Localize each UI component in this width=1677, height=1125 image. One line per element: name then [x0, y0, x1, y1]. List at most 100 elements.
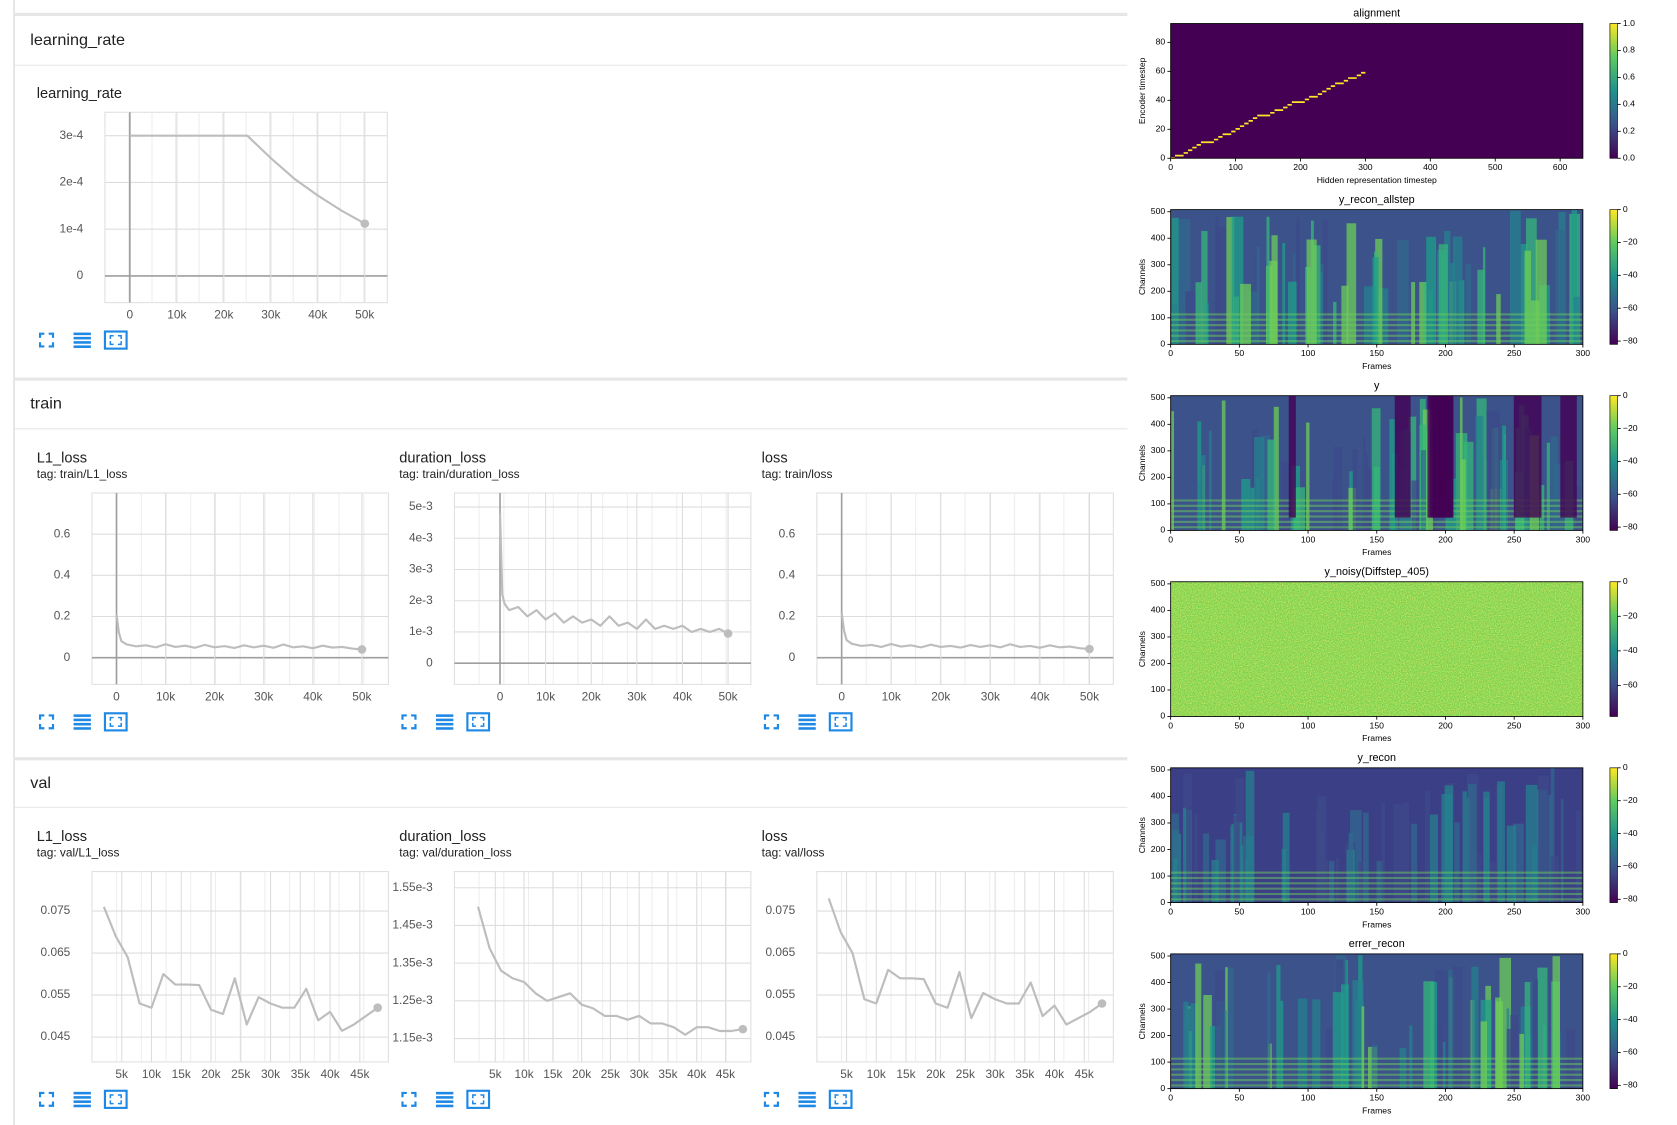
- harmonic-band: [1170, 1079, 1583, 1082]
- fit-icon-inner: [834, 1094, 847, 1105]
- data-icon-bar: [73, 718, 91, 722]
- chart-action[interactable]: [763, 714, 779, 730]
- spectral-band: [1233, 815, 1240, 903]
- spectral-band: [1268, 260, 1278, 345]
- chart-action[interactable]: [38, 1091, 55, 1107]
- spectral-band: [1348, 487, 1357, 531]
- chart-action[interactable]: [466, 712, 491, 732]
- chart-action[interactable]: [103, 330, 128, 350]
- spectral-band: [1575, 486, 1581, 531]
- chart-action[interactable]: [466, 1089, 491, 1109]
- series-line: [498, 513, 729, 635]
- spectral-band: [1215, 226, 1226, 345]
- y-tick-label: 0.4: [54, 567, 71, 581]
- spectral-band: [1179, 219, 1191, 345]
- x-tick-label: 10k: [882, 689, 901, 703]
- x-tick-label: 200: [1438, 720, 1453, 730]
- fullscreen-icon: [763, 714, 779, 730]
- spectral-band: [1375, 238, 1383, 345]
- spectral-band: [1411, 282, 1416, 345]
- chart-action[interactable]: [798, 1091, 816, 1108]
- spectral-band: [1241, 478, 1251, 531]
- y-tick-label: 0.4: [779, 567, 796, 581]
- spectral-band: [1506, 825, 1517, 903]
- chart-title: L1_loss: [37, 451, 87, 467]
- image-frame: [1170, 23, 1584, 159]
- chart-action[interactable]: [73, 1091, 91, 1108]
- chart-action[interactable]: [38, 714, 55, 730]
- x-tick-label: 20k: [205, 689, 224, 703]
- silence-band: [1394, 395, 1411, 518]
- spectral-band: [1445, 971, 1449, 1089]
- chart-action[interactable]: [798, 714, 816, 730]
- spectral-band: [1483, 791, 1490, 903]
- colorbar-tick-label: 0: [1623, 390, 1628, 400]
- fullscreen-icon: [763, 1091, 779, 1107]
- chart-action[interactable]: [103, 1089, 128, 1109]
- spectral-band: [1250, 487, 1255, 531]
- spectral-band: [1173, 858, 1178, 903]
- x-axis-label: Frames: [1362, 733, 1391, 743]
- separator: [14, 757, 1128, 761]
- left-panel: [0, 0, 1127, 1125]
- chart-action[interactable]: [38, 332, 55, 348]
- x-axis-label: Frames: [1362, 547, 1391, 557]
- fit-icon-inner: [472, 716, 485, 727]
- spectral-band: [1460, 459, 1466, 531]
- fit-icon-frame: [466, 1089, 491, 1109]
- data-icon-bar: [798, 1104, 816, 1108]
- y-tick-label: 1.45e-3: [392, 918, 433, 932]
- spectral-band: [1365, 454, 1369, 531]
- x-tick-label: 0: [497, 689, 504, 703]
- harmonic-band: [1170, 1057, 1583, 1060]
- spectral-band: [1465, 264, 1472, 345]
- chart-action[interactable]: [401, 1091, 417, 1107]
- y-tick-label: 20: [1156, 124, 1166, 134]
- y-axis-label: Channels: [1137, 445, 1147, 481]
- spectral-band: [1420, 450, 1426, 531]
- chart-action[interactable]: [73, 332, 91, 348]
- chart-action[interactable]: [401, 714, 417, 730]
- chart-action[interactable]: [763, 1091, 779, 1107]
- colorbar-tick-label: −60: [1623, 302, 1638, 312]
- spectral-band: [1408, 416, 1417, 531]
- harmonic-band: [1170, 898, 1583, 901]
- chart-action[interactable]: [828, 1089, 853, 1109]
- x-tick-label: 150: [1370, 720, 1385, 730]
- chart-action[interactable]: [436, 714, 454, 730]
- x-tick-label: 0: [1168, 348, 1173, 358]
- y-tick-label: 200: [1151, 844, 1166, 854]
- x-tick-label: 300: [1576, 720, 1591, 730]
- y-tick-label: 1.25e-3: [392, 993, 433, 1007]
- chart-action[interactable]: [73, 714, 91, 730]
- chart-action[interactable]: [103, 712, 128, 732]
- y-tick-label: 0.075: [765, 903, 795, 917]
- series-line: [827, 898, 1103, 1026]
- chart-action[interactable]: [436, 1091, 454, 1108]
- spectral-band: [1280, 1000, 1284, 1089]
- section-title: train: [30, 395, 62, 413]
- colorbar-tick-label: 0.4: [1623, 99, 1635, 109]
- x-tick-label: 0: [838, 689, 845, 703]
- spectral-band: [1203, 995, 1212, 1089]
- chart-action[interactable]: [828, 712, 853, 732]
- colorbar-tick-label: 0: [1623, 204, 1628, 214]
- chart-title: learning_rate: [37, 86, 122, 102]
- x-tick-label: 100: [1301, 534, 1316, 544]
- x-tick-label: 20k: [931, 689, 950, 703]
- harmonic-band: [1170, 892, 1583, 896]
- spectral-band: [1381, 802, 1385, 903]
- y-tick-label: 100: [1151, 684, 1166, 694]
- harmonic-band: [1170, 526, 1583, 529]
- chart-tag: tag: val/duration_loss: [399, 846, 512, 860]
- colorbar-tick-label: 1.0: [1623, 18, 1635, 28]
- x-tick-label: 45k: [716, 1067, 735, 1081]
- y-tick-label: 100: [1151, 312, 1166, 322]
- y-tick-label: 60: [1156, 66, 1166, 76]
- x-tick-label: 0: [127, 308, 134, 322]
- section-title: val: [30, 774, 51, 792]
- chart-tag: tag: val/L1_loss: [37, 846, 120, 860]
- spectral-band: [1333, 301, 1337, 345]
- harmonic-band: [1170, 313, 1583, 316]
- x-tick-label: 150: [1370, 1093, 1385, 1103]
